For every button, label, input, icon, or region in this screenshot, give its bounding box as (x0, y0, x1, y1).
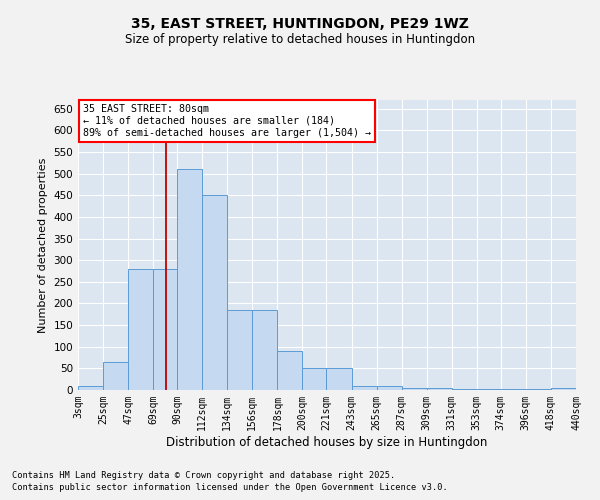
Bar (302, 368, 326, 390)
Bar (352, 386, 377, 390)
Bar (128, 269, 153, 390)
Text: Contains public sector information licensed under the Open Government Licence v3: Contains public sector information licen… (12, 484, 448, 492)
Bar (202, 195, 227, 390)
Text: Size of property relative to detached houses in Huntingdon: Size of property relative to detached ho… (125, 32, 475, 46)
Bar (78, 386, 103, 390)
Bar (377, 386, 401, 390)
Bar (227, 310, 253, 390)
Text: 35 EAST STREET: 80sqm
← 11% of detached houses are smaller (184)
89% of semi-det: 35 EAST STREET: 80sqm ← 11% of detached … (83, 104, 371, 138)
Bar (477, 389, 501, 390)
Bar (253, 310, 277, 390)
Bar (501, 389, 526, 390)
Bar (277, 351, 302, 390)
X-axis label: Distribution of detached houses by size in Huntingdon: Distribution of detached houses by size … (166, 436, 488, 448)
Text: 35, EAST STREET, HUNTINGDON, PE29 1WZ: 35, EAST STREET, HUNTINGDON, PE29 1WZ (131, 18, 469, 32)
Y-axis label: Number of detached properties: Number of detached properties (38, 158, 48, 332)
Bar (326, 368, 352, 390)
Bar (551, 388, 576, 390)
Bar (401, 388, 427, 390)
Bar (177, 170, 202, 390)
Bar (103, 362, 128, 390)
Text: Contains HM Land Registry data © Crown copyright and database right 2025.: Contains HM Land Registry data © Crown c… (12, 471, 395, 480)
Bar (526, 389, 551, 390)
Bar (427, 388, 452, 390)
Bar (452, 389, 477, 390)
Bar (153, 269, 177, 390)
